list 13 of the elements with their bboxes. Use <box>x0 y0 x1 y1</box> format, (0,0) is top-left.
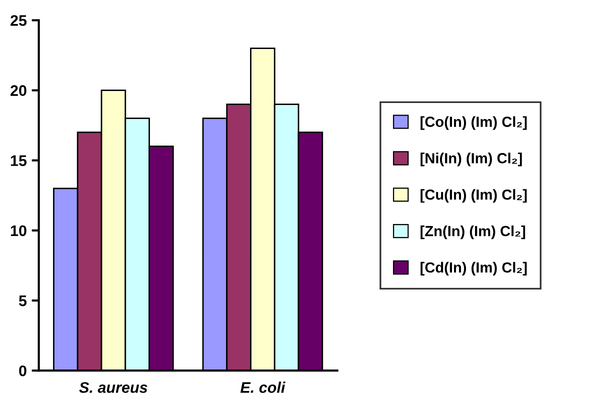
x-tick-label: E. coli <box>240 382 286 393</box>
legend-label: [Cd(In) (Im) Cl₂] <box>420 262 527 276</box>
legend-label: [Cu(In) (Im) Cl₂] <box>420 189 527 203</box>
y-tick-label: 25 <box>10 15 27 26</box>
legend-label: [Ni(In) (Im) Cl₂] <box>420 152 522 166</box>
y-tick-label: 15 <box>10 155 27 166</box>
x-tick-label: S. aureus <box>79 382 148 393</box>
legend-label: [Co(In) (Im) Cl₂] <box>420 116 527 130</box>
y-tick-label: 0 <box>19 365 26 376</box>
y-tick-label: 5 <box>18 296 27 306</box>
y-tick-label: 20 <box>10 85 26 96</box>
y-tick-label: 10 <box>10 225 26 236</box>
legend-label: [Zn(In) (Im) Cl₂] <box>420 226 526 240</box>
